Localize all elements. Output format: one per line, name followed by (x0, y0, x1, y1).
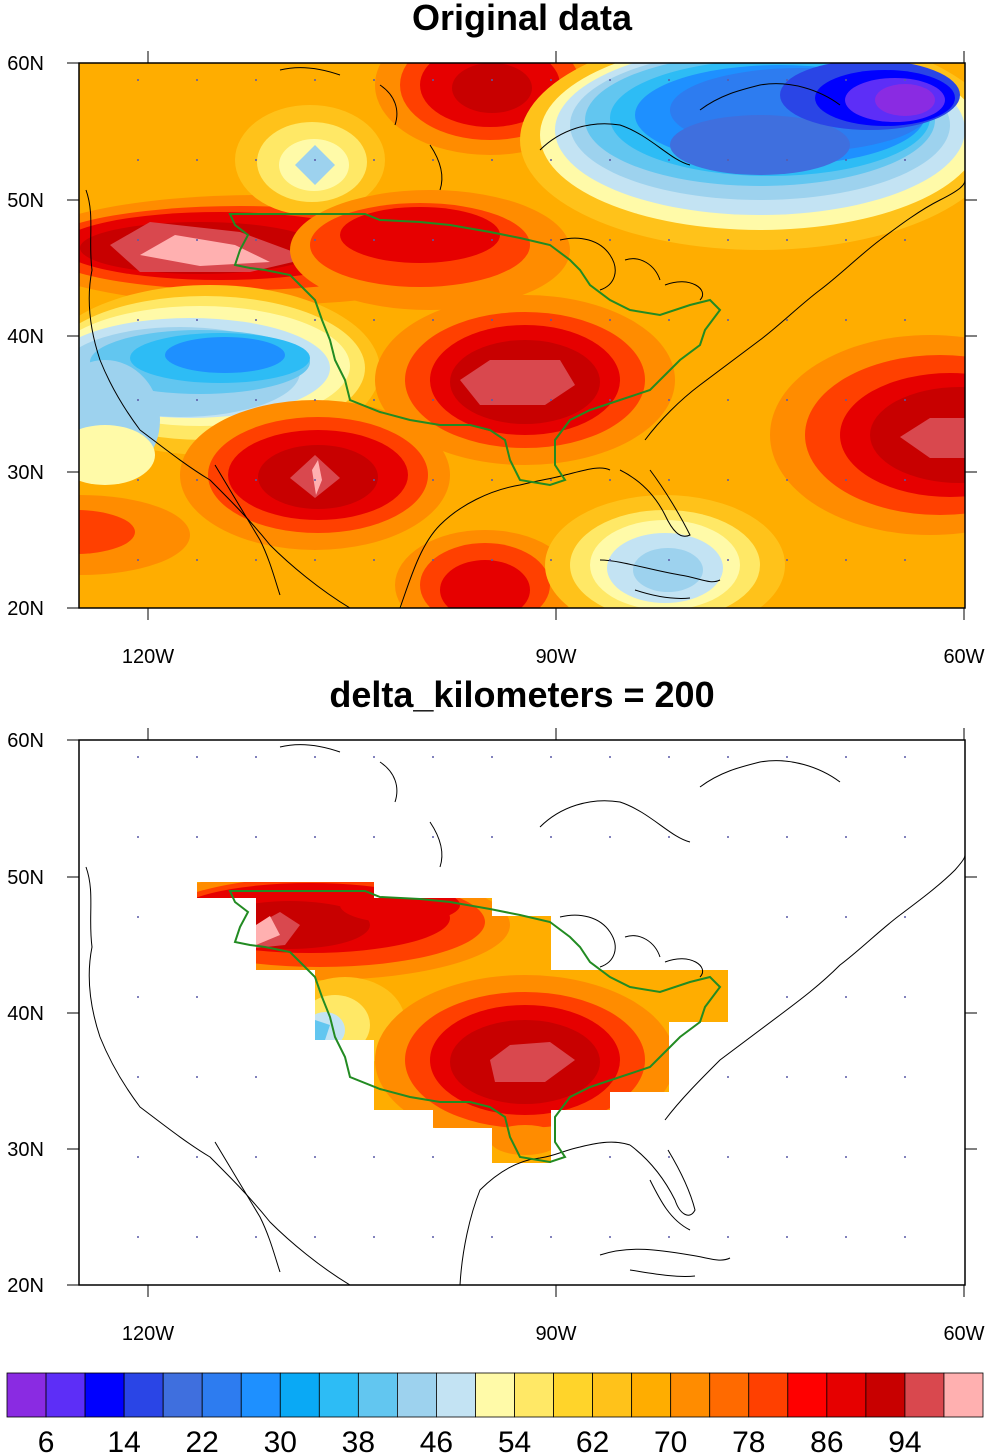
colorbar-boxes (6, 1372, 984, 1418)
panel-title: delta_kilometers = 200 (329, 674, 714, 715)
colorbar-label: 78 (732, 1426, 765, 1456)
colorbar-box (357, 1372, 398, 1418)
colorbar-label: 62 (576, 1426, 609, 1456)
lon-label-60w: 60W (943, 1323, 984, 1345)
colorbar-box (514, 1372, 554, 1418)
colorbar-label: 70 (654, 1426, 687, 1456)
grid-dots (137, 79, 906, 561)
lon-label-90w: 90W (535, 646, 576, 668)
filled-contour-field (79, 63, 965, 608)
colorbar-box (670, 1372, 711, 1418)
colorbar-box (592, 1372, 633, 1418)
colorbar-box (318, 1372, 359, 1418)
panel-delta-kilometers: delta_kilometers = 200 (7, 674, 984, 1345)
colorbar-label: 30 (264, 1426, 297, 1456)
colorbar-label: 46 (420, 1426, 453, 1456)
colorbar-box (396, 1372, 437, 1418)
lat-label-50n: 50N (7, 190, 44, 212)
lat-label-50n: 50N (7, 867, 44, 889)
lat-label-40n: 40N (7, 1003, 44, 1025)
lon-label-60w: 60W (943, 646, 984, 668)
colorbar-box (787, 1372, 828, 1418)
coastlines (85, 744, 965, 1285)
colorbar-box (865, 1372, 906, 1418)
colorbar-label: 14 (107, 1426, 140, 1456)
colorbar-box (904, 1372, 945, 1418)
colorbar-label: 94 (888, 1426, 921, 1456)
colorbar-box (943, 1372, 984, 1418)
colorbar-box (709, 1372, 750, 1418)
colorbar-box (475, 1372, 515, 1418)
panel-title: Original data (412, 0, 633, 38)
coastlines (85, 67, 965, 608)
colorbar-box (201, 1372, 242, 1418)
longitude-labels: 120W 90W 60W (122, 1323, 985, 1345)
colorbar: 6 14 22 30 38 46 54 62 70 78 86 94 (6, 1372, 984, 1456)
grid-dots (137, 756, 906, 1238)
lon-label-120w: 120W (122, 646, 174, 668)
colorbar-box (631, 1372, 672, 1418)
colorbar-box (553, 1372, 593, 1418)
colorbar-box (240, 1372, 281, 1418)
river-basin-outline (228, 213, 722, 487)
colorbar-label: 22 (186, 1426, 219, 1456)
river-basin-outline (228, 890, 722, 1164)
colorbar-box (6, 1372, 47, 1418)
lat-label-20n: 20N (7, 1275, 44, 1297)
colorbar-box (162, 1372, 203, 1418)
lat-label-60n: 60N (7, 53, 44, 75)
lat-label-20n: 20N (7, 598, 44, 620)
colorbar-box (45, 1372, 86, 1418)
longitude-labels: 120W 90W 60W (122, 646, 985, 668)
lon-label-120w: 120W (122, 1323, 174, 1345)
colorbar-box (748, 1372, 789, 1418)
lon-label-90w: 90W (535, 1323, 576, 1345)
panel-original: Original data (7, 0, 985, 668)
colorbar-box (436, 1372, 476, 1418)
lat-label-40n: 40N (7, 326, 44, 348)
lat-label-60n: 60N (7, 730, 44, 752)
colorbar-box (123, 1372, 164, 1418)
colorbar-label: 54 (498, 1426, 531, 1456)
colorbar-box (279, 1372, 320, 1418)
latitude-labels: 60N 50N 40N 30N 20N (7, 730, 44, 1297)
lat-label-30n: 30N (7, 1139, 44, 1161)
lat-label-30n: 30N (7, 462, 44, 484)
colorbar-label: 86 (810, 1426, 843, 1456)
latitude-labels: 60N 50N 40N 30N 20N (7, 53, 44, 620)
colorbar-label: 6 (38, 1426, 55, 1456)
axis-ticks (67, 728, 977, 1297)
colorbar-box (826, 1372, 867, 1418)
colorbar-labels: 6 14 22 30 38 46 54 62 70 78 86 94 (38, 1426, 922, 1456)
colorbar-box (84, 1372, 125, 1418)
axis-ticks (67, 51, 977, 620)
colorbar-label: 38 (342, 1426, 375, 1456)
